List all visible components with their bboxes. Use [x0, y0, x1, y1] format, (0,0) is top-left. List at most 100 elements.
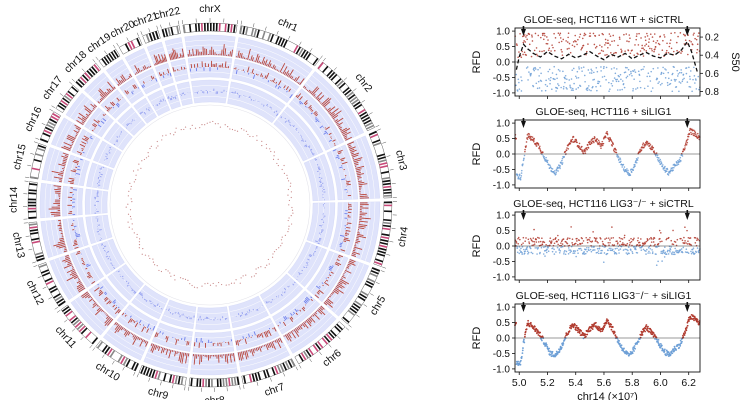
rfd-point: [662, 39, 664, 42]
inner-point: [273, 155, 275, 157]
track-gridline: [262, 277, 291, 300]
rfd-point: [606, 252, 609, 255]
rfd-point: [522, 53, 524, 56]
rfd-point: [564, 81, 566, 84]
rfd-bar: [335, 117, 344, 124]
rfd-bar: [311, 87, 320, 96]
rfd-bar: [303, 85, 306, 88]
rfd-bar: [126, 284, 129, 287]
rfd-bar: [157, 345, 159, 349]
rfd-bar: [290, 316, 294, 320]
rfd-point: [604, 238, 606, 240]
ideogram-band: [344, 89, 352, 96]
rfd-point: [654, 338, 656, 340]
ideogram-band: [342, 316, 350, 324]
rfd-bar: [304, 140, 307, 143]
rfd-bar: [298, 100, 301, 103]
rfd-bar: [104, 316, 111, 324]
rfd-point: [537, 143, 540, 145]
inner-point: [289, 185, 292, 187]
rfd-point: [561, 162, 564, 164]
rfd-point: [538, 87, 541, 89]
rfd-bar: [323, 101, 331, 108]
ideogram-band: [219, 378, 222, 387]
rfd-point: [549, 164, 551, 167]
rfd-bar: [117, 326, 123, 333]
rfd-bar: [323, 131, 328, 135]
rfd-bar: [280, 116, 283, 119]
rfd-point: [598, 247, 601, 249]
rfd-bar: [323, 282, 330, 286]
rfd-bar: [356, 171, 361, 174]
rfd-point: [672, 251, 674, 253]
rfd-point: [635, 161, 638, 164]
rfd-point: [576, 237, 578, 240]
ideogram-band: [101, 344, 108, 353]
rfd-point: [565, 78, 568, 80]
rfd-bar: [139, 339, 144, 347]
rfd-point: [669, 250, 671, 253]
rfd-point: [521, 164, 524, 167]
ideogram-tick: [184, 386, 186, 391]
rfd-bar: [150, 302, 152, 305]
rfd-bar: [341, 275, 346, 279]
rfd-point: [515, 321, 517, 324]
rfd-point: [605, 42, 607, 44]
rfd-bar: [284, 316, 288, 320]
rfd-point: [680, 237, 682, 240]
inner-point: [291, 209, 294, 211]
rfd-point: [641, 143, 644, 146]
rfd-point: [519, 238, 521, 241]
rfd-point: [570, 89, 573, 91]
ideogram-band: [72, 319, 80, 326]
inner-point: [169, 272, 171, 274]
chromosome-label: chr9: [147, 385, 170, 400]
rfd-bar: [282, 291, 284, 293]
rfd-bar: [162, 332, 164, 335]
rfd-bar: [150, 343, 153, 346]
rfd-point: [665, 69, 667, 71]
rfd-point: [527, 79, 529, 81]
rfd-bar: [306, 89, 309, 92]
rfd-bar: [242, 56, 244, 59]
rfd-bar: [263, 344, 266, 347]
rfd-point: [688, 75, 691, 78]
rfd-bar: [316, 309, 323, 315]
ideogram-band: [302, 51, 309, 59]
rfd-bar: [268, 300, 270, 303]
rfd-bar: [308, 255, 312, 258]
rfd-bar: [292, 311, 296, 315]
rfd-bar: [138, 319, 142, 324]
rfd-bar: [141, 295, 144, 297]
inner-point: [224, 124, 226, 126]
rfd-point: [548, 47, 551, 50]
rfd-point: [578, 36, 581, 38]
rfd-bar: [338, 157, 340, 160]
rfd-point: [572, 67, 575, 70]
rfd-point: [570, 87, 572, 89]
rfd-bar: [325, 126, 330, 130]
rfd-bar: [235, 340, 238, 346]
rfd-bar: [332, 114, 339, 120]
y2-tick-label: 0.2: [705, 33, 719, 44]
rfd-bar: [117, 270, 120, 273]
rfd-point: [586, 144, 589, 146]
ideogram-band: [366, 124, 375, 130]
rfd-point: [632, 238, 635, 241]
rfd-point: [632, 70, 635, 73]
rfd-point: [642, 248, 645, 251]
rfd-point: [546, 85, 549, 88]
rfd-bar: [337, 149, 343, 153]
rfd-point: [608, 33, 611, 35]
rfd-point: [551, 72, 554, 74]
rfd-point: [526, 246, 529, 248]
rfd-bar: [124, 312, 127, 315]
rfd-point: [636, 87, 639, 89]
rfd-point: [548, 68, 551, 71]
rfd-bar: [346, 226, 351, 229]
rfd-point: [638, 32, 640, 35]
rfd-bar: [348, 146, 352, 149]
rfd-point: [522, 236, 525, 239]
rfd-bar: [341, 178, 346, 181]
inner-point: [272, 158, 275, 161]
